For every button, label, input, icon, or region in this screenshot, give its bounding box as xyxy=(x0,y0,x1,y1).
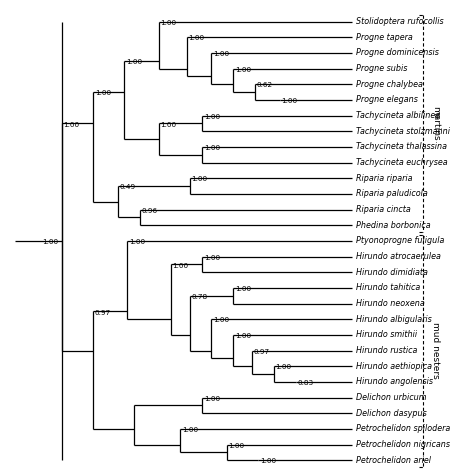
Text: Progne chalybea: Progne chalybea xyxy=(356,80,423,89)
Text: Hirundo dimidiata: Hirundo dimidiata xyxy=(356,268,428,277)
Text: 0.97: 0.97 xyxy=(254,349,270,355)
Text: Riparia cincta: Riparia cincta xyxy=(356,205,411,214)
Text: 1.00: 1.00 xyxy=(129,239,145,245)
Text: 0.78: 0.78 xyxy=(191,294,207,300)
Text: Progne subis: Progne subis xyxy=(356,64,408,73)
Text: 1.00: 1.00 xyxy=(191,176,207,182)
Text: Hirundo aethiopica: Hirundo aethiopica xyxy=(356,362,432,371)
Text: 1.00: 1.00 xyxy=(182,427,198,433)
Text: 1.00: 1.00 xyxy=(95,90,111,96)
Text: Phedina borbonica: Phedina borbonica xyxy=(356,221,431,230)
Text: 1.00: 1.00 xyxy=(42,239,58,245)
Text: Petrochelidon nigricans: Petrochelidon nigricans xyxy=(356,440,450,449)
Text: Tachycineta stolzmanni: Tachycineta stolzmanni xyxy=(356,127,450,136)
Text: Delichon dasypus: Delichon dasypus xyxy=(356,409,427,418)
Text: Hirundo neoxena: Hirundo neoxena xyxy=(356,299,425,308)
Text: Hirundo albigularis: Hirundo albigularis xyxy=(356,315,432,324)
Text: 1.00: 1.00 xyxy=(204,145,220,151)
Text: 1.00: 1.00 xyxy=(213,51,229,57)
Text: 1.00: 1.00 xyxy=(282,98,298,104)
Text: mud nesters: mud nesters xyxy=(431,322,440,379)
Text: Progne elegans: Progne elegans xyxy=(356,95,418,104)
Text: Ptyonoprogne fuligula: Ptyonoprogne fuligula xyxy=(356,237,445,246)
Text: 1.00: 1.00 xyxy=(204,255,220,261)
Text: Petrochelidon ariel: Petrochelidon ariel xyxy=(356,456,431,465)
Text: 1.00: 1.00 xyxy=(64,121,80,128)
Text: Hirundo smithii: Hirundo smithii xyxy=(356,330,418,339)
Text: martins: martins xyxy=(431,106,440,141)
Text: Hirundo rustica: Hirundo rustica xyxy=(356,346,418,355)
Text: 1.00: 1.00 xyxy=(188,36,204,41)
Text: 1.00: 1.00 xyxy=(173,263,189,269)
Text: 1.00: 1.00 xyxy=(235,333,251,339)
Text: 0.62: 0.62 xyxy=(256,82,273,88)
Text: Tachycineta albilinea: Tachycineta albilinea xyxy=(356,111,440,120)
Text: Progne tapera: Progne tapera xyxy=(356,33,413,42)
Text: Hirundo atrocaerulea: Hirundo atrocaerulea xyxy=(356,252,441,261)
Text: 1.00: 1.00 xyxy=(126,59,142,65)
Text: 0.49: 0.49 xyxy=(119,184,136,190)
Text: Delichon urbicum: Delichon urbicum xyxy=(356,393,427,402)
Text: 1.00: 1.00 xyxy=(228,443,245,449)
Text: 1.00: 1.00 xyxy=(160,121,176,128)
Text: Riparia riparia: Riparia riparia xyxy=(356,174,413,183)
Text: 1.00: 1.00 xyxy=(204,114,220,120)
Text: 1.00: 1.00 xyxy=(235,286,251,292)
Text: Progne dominicensis: Progne dominicensis xyxy=(356,48,439,57)
Text: Petrochelidon spilodera: Petrochelidon spilodera xyxy=(356,424,451,433)
Text: 0.96: 0.96 xyxy=(141,208,157,214)
Text: 0.83: 0.83 xyxy=(297,380,313,386)
Text: 1.00: 1.00 xyxy=(213,318,229,323)
Text: Tachycineta euchrysea: Tachycineta euchrysea xyxy=(356,158,448,167)
Text: Hirundo angolensis: Hirundo angolensis xyxy=(356,377,433,386)
Text: 1.00: 1.00 xyxy=(160,20,176,26)
Text: 1.00: 1.00 xyxy=(204,396,220,401)
Text: Riparia paludicola: Riparia paludicola xyxy=(356,190,428,199)
Text: Tachycineta thalassina: Tachycineta thalassina xyxy=(356,142,447,151)
Text: 1.00: 1.00 xyxy=(235,67,251,73)
Text: Stolidoptera rufocollis: Stolidoptera rufocollis xyxy=(356,17,444,26)
Text: 0.97: 0.97 xyxy=(95,310,111,316)
Text: 1.00: 1.00 xyxy=(260,458,276,465)
Text: Hirundo tahitica: Hirundo tahitica xyxy=(356,283,420,292)
Text: 1.00: 1.00 xyxy=(275,365,292,370)
